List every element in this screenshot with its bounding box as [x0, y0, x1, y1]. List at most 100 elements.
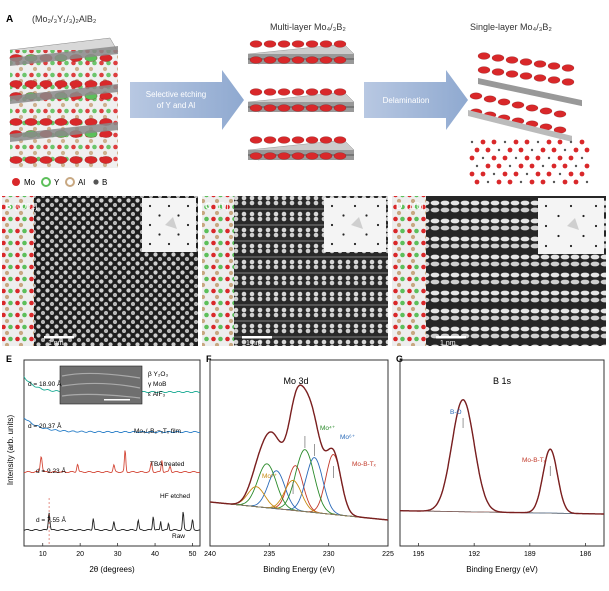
- atom-mark: [69, 80, 83, 88]
- legend-al-icon: [65, 177, 75, 187]
- atom-mark: [530, 148, 534, 152]
- fft-spot: [569, 204, 573, 208]
- xps-mo-x-tick-label: 235: [263, 551, 275, 558]
- atom-mark: [474, 179, 480, 185]
- fft-spot: [544, 244, 548, 248]
- atom-mark: [524, 139, 530, 145]
- scale-bar-c: [242, 336, 272, 339]
- legend-mo-icon: [12, 178, 20, 186]
- structure-overlay-b: [2, 196, 34, 346]
- xps-mo-axes-frame: [209, 359, 389, 547]
- atom-mark: [480, 171, 486, 177]
- atom-mark: [291, 56, 305, 64]
- panel-d: D [11̅0] 1 nm: [392, 196, 606, 347]
- xrd-x-tick-label: 40: [151, 551, 159, 558]
- fft-spot: [167, 204, 171, 208]
- atom-mark: [305, 40, 319, 48]
- atom-mark: [491, 155, 497, 161]
- xps-mo-component: [209, 465, 389, 521]
- atom-mark: [507, 147, 513, 153]
- fft-spot: [365, 233, 368, 236]
- fft-spot: [148, 242, 152, 246]
- panel-a-title-2: Multi-layer Mo₄/₃B₂: [270, 22, 346, 32]
- d-label-tba: d = 20.37 Å: [28, 421, 62, 430]
- atom-mark: [505, 70, 519, 78]
- fft-spot: [365, 214, 368, 217]
- atom-mark: [585, 180, 589, 184]
- atom-mark: [277, 152, 291, 160]
- atom-mark: [547, 62, 561, 70]
- atom-mark: [536, 140, 540, 144]
- atom-mark: [263, 56, 277, 64]
- atom-mark: [562, 179, 568, 185]
- xps-mo-component: [209, 463, 389, 521]
- legend-y-label: Y: [54, 178, 60, 187]
- atom-mark: [491, 139, 497, 145]
- atom-mark: [263, 40, 277, 48]
- atom-mark: [54, 156, 68, 164]
- panel-a-title-3: Single-layer Mo₄/₃B₂: [470, 22, 552, 32]
- fft-spot: [582, 214, 585, 218]
- fft-spot: [594, 224, 598, 228]
- xrd-legend-y2o3: β Y₂O₃: [148, 371, 168, 378]
- panel-c-letter: C: [205, 201, 212, 211]
- fft-spot: [158, 233, 161, 236]
- d-label-film: d = 18.90 Å: [28, 379, 62, 388]
- atom-mark: [569, 140, 573, 144]
- fft-spot: [557, 234, 560, 238]
- xrd-x-axis-label: 2θ (degrees): [89, 565, 135, 574]
- atom-mark: [9, 80, 23, 88]
- atom-mark: [533, 60, 547, 68]
- atom-mark: [277, 136, 291, 144]
- atom-mark: [477, 66, 491, 74]
- xps-b-axes-frame: [399, 359, 605, 547]
- panel-b-letter: B: [5, 201, 12, 211]
- atom-mark: [568, 171, 574, 177]
- panel-f-letter: F: [206, 354, 212, 364]
- xps-mo-x-tick-label: 240: [204, 551, 216, 558]
- arrow-delamination: Delamination: [364, 70, 468, 130]
- trace-label-hf: HF etched: [160, 493, 190, 500]
- atom-mark: [263, 136, 277, 144]
- xrd-trace: [23, 511, 201, 532]
- atom-mark: [573, 147, 579, 153]
- atom-mark: [319, 104, 333, 112]
- atom-mark: [552, 180, 556, 184]
- scale-label-d: 1 nm: [440, 340, 456, 347]
- panel-b: B [0001] 1 nm: [2, 196, 198, 347]
- atom-mark: [568, 155, 574, 161]
- xps-mo-x-axis-label: Binding Energy (eV): [263, 565, 335, 574]
- fft-spot: [557, 214, 560, 218]
- panel-f: F Mo 3d Binding Energy (eV) 240 235 230 225…: [204, 354, 394, 574]
- atom-mark: [580, 156, 584, 160]
- atom-mark: [502, 171, 508, 177]
- panel-a: A (Mo₂/₃Y₁/₃)₂AlB₂ Multi-layer Mo₄/₃B₂ S…: [6, 14, 590, 187]
- beam-stop: [351, 217, 363, 229]
- atom-mark: [557, 139, 563, 145]
- atom-mark: [562, 163, 568, 169]
- scale-bar-d: [436, 336, 466, 339]
- xps-b-x-axis-label: Binding Energy (eV): [466, 565, 538, 574]
- atom-mark: [291, 104, 305, 112]
- arrow-selective-etching: Selective etching of Y and Al: [130, 70, 244, 130]
- atom-mark: [524, 155, 530, 161]
- xrd-legend-alf3: ε AlF₃: [148, 391, 165, 398]
- fft-spot: [148, 204, 152, 208]
- xps-mo-envelope: [209, 384, 389, 521]
- atom-mark: [333, 104, 347, 112]
- fft-spot: [167, 242, 171, 246]
- atom-mark: [24, 156, 38, 164]
- atom-mark: [305, 56, 319, 64]
- atom-mark: [291, 40, 305, 48]
- xps-b-x-tick-label: 189: [524, 551, 536, 558]
- atom-mark: [518, 163, 524, 169]
- atom-mark: [469, 171, 475, 177]
- atom-legend: Mo Y Al B: [12, 177, 107, 187]
- peak-label-mo5: Mo⁵⁺: [262, 473, 278, 480]
- xps-mo-title: Mo 3d: [283, 376, 308, 386]
- panel-g: G B 1s Binding Energy (eV) 195 192 189 186 …: [396, 354, 605, 574]
- xps-mo-x-tick-label: 225: [382, 551, 394, 558]
- atom-mark: [9, 156, 23, 164]
- atom-mark: [319, 88, 333, 96]
- xrd-x-tick-label: 30: [114, 551, 122, 558]
